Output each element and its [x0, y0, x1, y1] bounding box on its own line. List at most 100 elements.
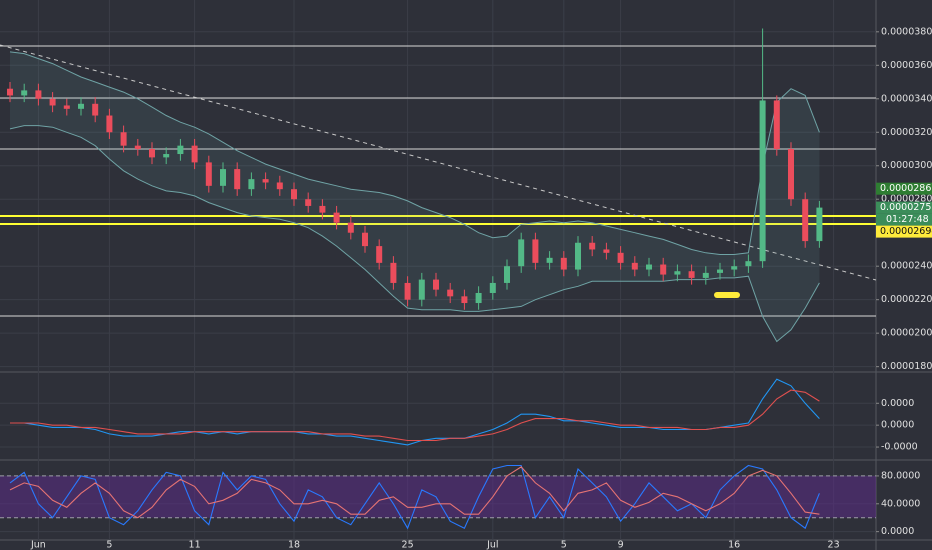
candle-body [234, 169, 241, 190]
candle-body [305, 199, 312, 206]
candle-body [773, 100, 780, 150]
candle-body [191, 145, 198, 163]
candle-body [262, 179, 269, 183]
grid [0, 0, 876, 540]
candle-body [376, 246, 383, 263]
y-tick-label: 0.0000360 [881, 60, 932, 71]
candle-body [731, 266, 738, 270]
candle-body [63, 105, 70, 109]
candle-body [660, 264, 667, 275]
candle-body [418, 279, 425, 300]
price-tag-label: 0.00002863 [880, 183, 932, 194]
x-tick-label: 9 [618, 540, 624, 550]
candle-body [646, 264, 652, 270]
candle-body [21, 90, 28, 96]
line [9, 51, 820, 255]
candle-body [319, 205, 326, 213]
candle-body [390, 262, 397, 283]
x-tick-label: Jun [30, 540, 46, 550]
candle-body [702, 272, 709, 278]
candle-body [291, 189, 297, 200]
x-tick-label: 23 [828, 540, 840, 550]
x-tick-label: 25 [402, 540, 414, 550]
countdown-tag [876, 213, 932, 226]
candle-body [518, 239, 525, 267]
candle-body [489, 282, 496, 293]
y-tick-label: 0.0000300 [881, 160, 932, 171]
candle-body [788, 149, 794, 200]
candle-body [575, 242, 581, 270]
y-tick-label: 40.0000 [881, 498, 920, 509]
candle-body [433, 279, 439, 290]
candle-body [49, 98, 56, 106]
price-tag [876, 201, 932, 214]
candle-body [504, 266, 510, 283]
candle-body [631, 262, 638, 270]
candle-body [717, 269, 723, 273]
candle-body [134, 145, 141, 150]
x-tick-label: 16 [728, 540, 740, 550]
candle-body [688, 271, 695, 278]
line [9, 466, 820, 519]
candle-body [92, 103, 99, 116]
line [10, 389, 820, 442]
drawn-levels [0, 44, 877, 317]
candle-body [333, 212, 340, 223]
band-fill [10, 51, 820, 342]
y-tick-label: 80.0000 [881, 470, 920, 481]
y-tick-label: 0.0000 [881, 526, 914, 537]
plot: Jun 5 11 18 25 Jul 5 9 16 23 0.0000380 0.0000360 0.0… [7, 26, 932, 550]
candle-body [78, 103, 84, 109]
candle-body [603, 249, 610, 253]
y-tick-label: 0.0000 [881, 420, 914, 431]
candle-body [759, 100, 766, 262]
candle-body [447, 289, 454, 297]
candle-body [7, 88, 13, 96]
y-tick-label: 0.0000220 [881, 294, 932, 305]
highlight-marker [714, 292, 740, 298]
y-tick-label: 0.0000200 [881, 328, 932, 339]
candle-body [816, 207, 823, 242]
candle-body [276, 182, 283, 190]
candle-body [347, 222, 354, 233]
candle-body [404, 282, 411, 300]
y-tick-label: 0.0000 [881, 398, 914, 409]
candle-body [589, 242, 596, 250]
candle-body [220, 169, 226, 186]
price-axis [876, 0, 932, 550]
x-tick-label: 18 [288, 540, 300, 550]
candle-body [177, 145, 184, 155]
price-tag-label: 0.00002750 [880, 202, 932, 213]
candle-body [560, 257, 567, 270]
y-tick-label: 0.0000180 [881, 361, 932, 372]
candle-body [745, 261, 752, 267]
candle-body [35, 90, 42, 99]
candle-body [106, 115, 113, 133]
candle-body [120, 132, 127, 146]
candle-body [532, 239, 539, 263]
candle-body [802, 199, 809, 242]
countdown-label: 01:27:48 [886, 214, 929, 225]
line [10, 378, 820, 446]
candle-body [248, 179, 255, 190]
y-tick-label: 0.0000380 [881, 26, 932, 37]
price-tag-label: 0.00002694 [880, 226, 932, 237]
y-tick-label: 0.0000320 [881, 127, 932, 138]
line [9, 125, 820, 343]
candle-body [163, 154, 170, 158]
candle-body [362, 232, 368, 247]
x-tick-label: 5 [561, 540, 567, 550]
candle-body [546, 257, 553, 263]
candle-body [617, 252, 624, 263]
trend-line [0, 44, 877, 281]
y-tick-label: -0.0000 [881, 442, 918, 453]
candle-body [674, 271, 681, 275]
x-tick-label: 5 [106, 540, 112, 550]
line [9, 464, 820, 530]
candle-body [149, 149, 155, 158]
band-fill [0, 475, 876, 518]
y-tick-label: 0.0000240 [881, 261, 932, 272]
